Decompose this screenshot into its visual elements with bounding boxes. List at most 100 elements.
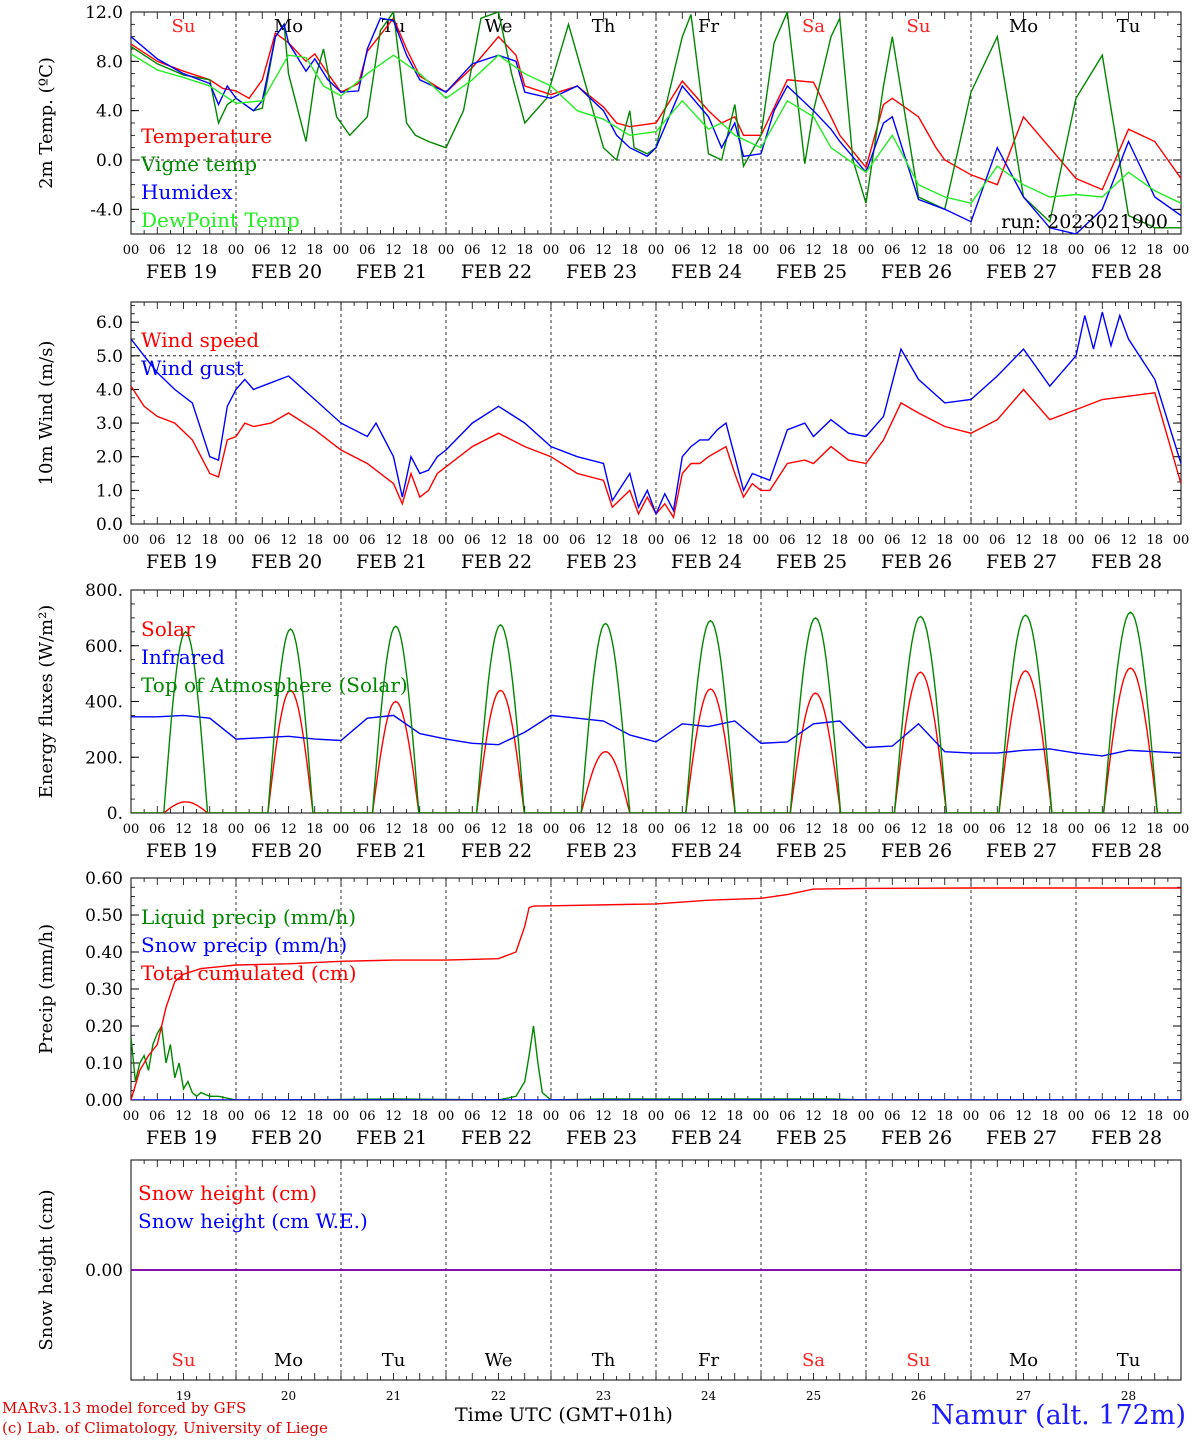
hour-tick-label: 18 — [1041, 1109, 1058, 1124]
hour-tick-label: 12 — [385, 243, 402, 258]
hour-tick-label: 06 — [149, 822, 166, 837]
day-number-label: 28 — [1121, 1389, 1136, 1403]
legend-entry: Snow height (cm W.E.) — [138, 1209, 368, 1233]
date-label: FEB 20 — [251, 840, 322, 862]
date-label: FEB 22 — [461, 261, 532, 283]
date-label: FEB 26 — [881, 1127, 952, 1149]
y-tick-label: 0.00 — [85, 1261, 123, 1281]
hour-tick-label: 18 — [936, 533, 953, 548]
hour-tick-label: 12 — [175, 1109, 192, 1124]
y-tick-label: 3.0 — [96, 414, 123, 434]
hour-tick-label: 12 — [700, 1109, 717, 1124]
hour-tick-label: 12 — [280, 1109, 297, 1124]
hour-tick-label: 00 — [123, 243, 140, 258]
date-label: FEB 27 — [986, 1127, 1057, 1149]
hour-tick-label: 06 — [1094, 533, 1111, 548]
series-wind-gust — [131, 311, 1181, 516]
hour-tick-label: 18 — [516, 533, 533, 548]
hour-tick-label: 00 — [123, 822, 140, 837]
hour-tick-label: 06 — [1094, 822, 1111, 837]
y-axis-label: 2m Temp. (ºC) — [36, 57, 57, 189]
hour-tick-label: 18 — [201, 1109, 218, 1124]
hour-tick-label: 00 — [1068, 1109, 1085, 1124]
hour-tick-label: 00 — [1173, 1109, 1190, 1124]
hour-tick-label: 00 — [858, 822, 875, 837]
y-tick-label: 0.30 — [85, 980, 123, 1000]
hour-tick-label: 00 — [438, 533, 455, 548]
hour-tick-label: 06 — [884, 243, 901, 258]
hour-tick-label: 12 — [595, 822, 612, 837]
hour-tick-label: 12 — [1015, 822, 1032, 837]
hour-tick-label: 18 — [306, 243, 323, 258]
hour-tick-label: 06 — [674, 1109, 691, 1124]
hour-tick-label: 12 — [700, 243, 717, 258]
date-label: FEB 19 — [146, 840, 217, 862]
hour-tick-label: 18 — [306, 822, 323, 837]
station-label: Namur (alt. 172m) — [930, 1400, 1186, 1431]
hour-tick-label: 06 — [779, 533, 796, 548]
day-number-label: 24 — [701, 1389, 717, 1403]
hour-tick-label: 00 — [648, 533, 665, 548]
series-infrared — [131, 714, 1181, 757]
hour-tick-label: 06 — [254, 1109, 271, 1124]
hour-tick-label: 18 — [201, 243, 218, 258]
hour-tick-label: 12 — [175, 822, 192, 837]
hour-tick-label: 12 — [385, 1109, 402, 1124]
hour-tick-label: 18 — [621, 1109, 638, 1124]
hour-tick-label: 00 — [858, 1109, 875, 1124]
series-dewpoint-temp — [131, 53, 1181, 204]
date-label: FEB 21 — [356, 261, 427, 283]
hour-tick-label: 18 — [621, 533, 638, 548]
y-tick-label: 0.0 — [96, 515, 123, 535]
hour-tick-label: 06 — [569, 822, 586, 837]
hour-tick-label: 00 — [333, 822, 350, 837]
weekday-label: Tu — [1117, 1350, 1141, 1371]
hour-tick-label: 00 — [1068, 533, 1085, 548]
date-label: FEB 20 — [251, 261, 322, 283]
hour-tick-label: 00 — [858, 533, 875, 548]
hour-tick-label: 12 — [490, 822, 507, 837]
hour-tick-label: 18 — [201, 822, 218, 837]
credit-line-2: (c) Lab. of Climatology, University of L… — [2, 1419, 328, 1437]
hour-tick-label: 18 — [201, 533, 218, 548]
hour-tick-label: 00 — [438, 1109, 455, 1124]
day-number-label: 23 — [596, 1389, 611, 1403]
hour-tick-label: 00 — [123, 533, 140, 548]
hour-tick-label: 00 — [1068, 243, 1085, 258]
hour-tick-label: 06 — [149, 243, 166, 258]
date-label: FEB 24 — [671, 261, 742, 283]
panel-energy: 800. 600. 400. 200. 0. Energy fluxes (W/m²) 00… — [36, 581, 1189, 862]
date-label: FEB 23 — [566, 1127, 637, 1149]
date-label: FEB 22 — [461, 840, 532, 862]
legend-entry: Total cumulated (cm) — [141, 961, 357, 985]
date-label: FEB 28 — [1091, 1127, 1162, 1149]
date-label: FEB 22 — [461, 551, 532, 573]
hour-tick-label: 06 — [989, 533, 1006, 548]
hour-tick-label: 00 — [963, 822, 980, 837]
y-tick-label: 200. — [85, 748, 123, 768]
day-number-label: 26 — [911, 1389, 926, 1403]
day-number-label: 22 — [491, 1389, 506, 1403]
date-label: FEB 25 — [776, 551, 847, 573]
hour-tick-label: 00 — [963, 1109, 980, 1124]
y-tick-label: 12.0 — [85, 3, 123, 23]
hour-tick-label: 18 — [726, 533, 743, 548]
hour-tick-label: 00 — [753, 533, 770, 548]
hour-tick-label: 18 — [831, 1109, 848, 1124]
hour-tick-label: 12 — [1120, 1109, 1137, 1124]
weekday-label: Sa — [802, 16, 825, 37]
hour-tick-label: 12 — [910, 1109, 927, 1124]
hour-tick-label: 06 — [464, 243, 481, 258]
hour-tick-label: 06 — [1094, 1109, 1111, 1124]
y-axis-label: 10m Wind (m/s) — [36, 341, 57, 486]
weekday-label: Th — [592, 16, 616, 37]
weekday-label: Th — [592, 1350, 616, 1371]
y-tick-label: 8.0 — [96, 52, 123, 72]
hour-tick-label: 00 — [1173, 243, 1190, 258]
weekday-label: Su — [172, 1350, 196, 1371]
series-total-cumulated-cm- — [131, 887, 1181, 1100]
day-number-label: 25 — [806, 1389, 821, 1403]
date-label: FEB 26 — [881, 551, 952, 573]
hour-tick-label: 18 — [726, 1109, 743, 1124]
